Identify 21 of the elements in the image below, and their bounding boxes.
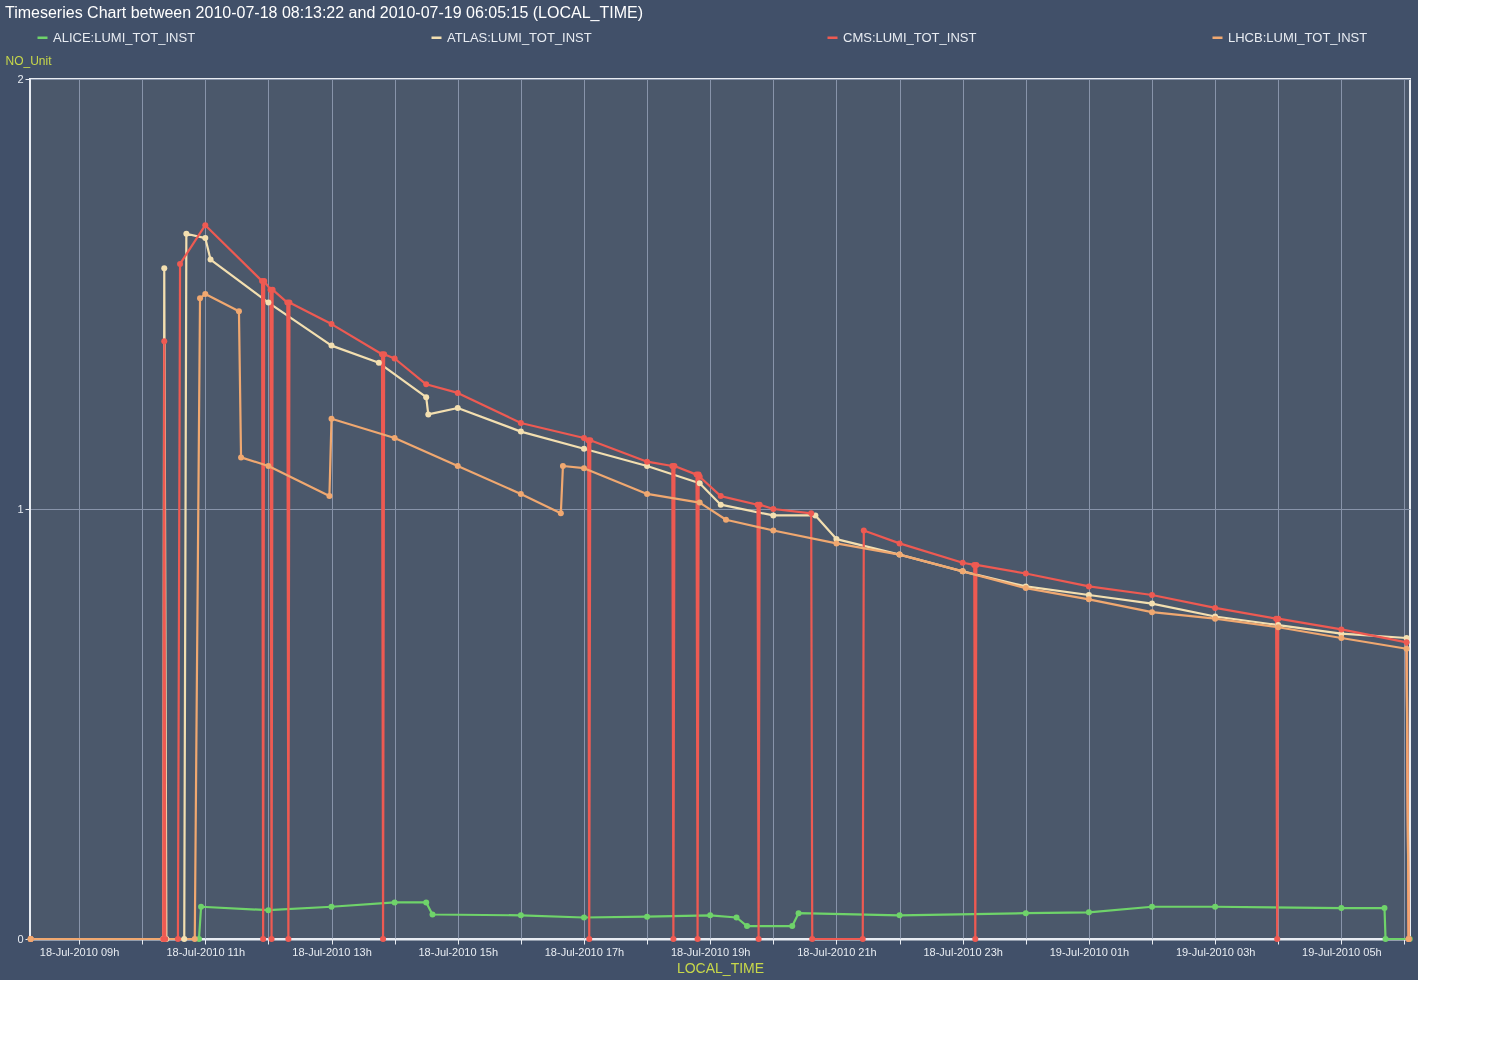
x-tick-label: 18-Jul-2010 11h: [166, 945, 246, 958]
chart-title: Timeseries Chart between 2010-07-18 08:13:22 and 2010-07-19 06:05:15 (LOCAL_TIME): [5, 4, 644, 22]
y-tick-label: 0: [17, 932, 24, 945]
x-tick-label: 18-Jul-2010 23h: [923, 945, 1003, 958]
y-tick-label: 1: [17, 502, 24, 515]
legend-label: LHCB:LUMI_TOT_INST: [1228, 29, 1368, 45]
x-tick-label: 19-Jul-2010 03h: [1175, 945, 1256, 958]
x-tick-label: 18-Jul-2010 21h: [797, 945, 877, 958]
legend-label: ATLAS:LUMI_TOT_INST: [447, 29, 592, 45]
x-tick-label: 19-Jul-2010 01h: [1049, 945, 1130, 958]
y-axis-title: NO_Unit: [5, 53, 53, 68]
x-tick-label: 18-Jul-2010 09h: [39, 945, 120, 958]
x-axis-title: LOCAL_TIME: [676, 959, 765, 976]
legend-label: CMS:LUMI_TOT_INST: [843, 29, 977, 45]
x-tick-label: 18-Jul-2010 13h: [292, 945, 372, 958]
x-tick-label: 18-Jul-2010 19h: [670, 945, 751, 958]
y-tick-label: 2: [17, 72, 24, 85]
x-tick-label: 18-Jul-2010 17h: [544, 945, 625, 958]
legend-label: ALICE:LUMI_TOT_INST: [53, 29, 196, 45]
x-tick-label: 19-Jul-2010 05h: [1302, 945, 1382, 958]
x-tick-label: 18-Jul-2010 15h: [418, 945, 498, 958]
